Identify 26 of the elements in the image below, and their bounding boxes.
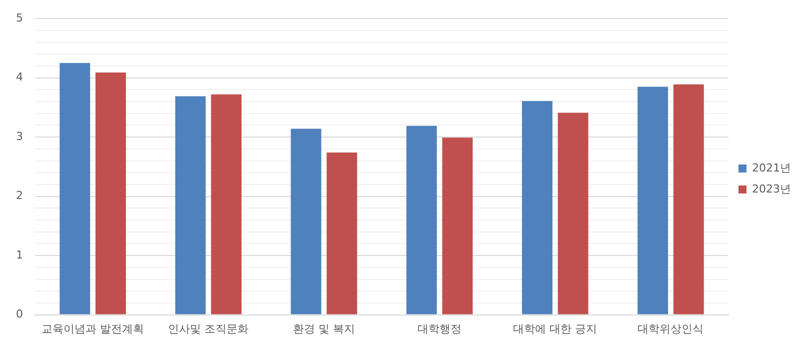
- bar: [406, 126, 437, 314]
- bar: [290, 128, 322, 314]
- bar: [558, 112, 588, 314]
- bar: [175, 96, 206, 314]
- x-tick-label: 인사및 조직문화: [168, 322, 249, 336]
- bar: [211, 94, 242, 314]
- bar: [60, 63, 90, 314]
- bar: [95, 72, 126, 314]
- x-tick-label: 대학행정: [418, 322, 462, 336]
- y-tick-label: 5: [16, 11, 23, 24]
- legend-label: 2023년: [752, 182, 792, 196]
- bar: [673, 84, 704, 314]
- y-tick-label: 1: [16, 248, 23, 262]
- y-tick-label: 4: [16, 70, 23, 84]
- x-tick-label: 대학위상인식: [638, 322, 704, 336]
- x-tick-label: 환경 및 복지: [292, 322, 355, 336]
- x-tick-label: 교육이념과 발전계획: [42, 322, 144, 336]
- bar: [442, 138, 473, 314]
- bar: [522, 100, 552, 314]
- y-tick-label: 2: [16, 189, 23, 202]
- x-tick-label: 대학에 대한 긍지: [513, 322, 598, 336]
- y-tick-label: 3: [16, 130, 23, 143]
- bar: [638, 86, 668, 314]
- legend-label: 2021년: [752, 161, 792, 174]
- bar: [326, 152, 358, 314]
- y-tick-label: 0: [16, 308, 23, 321]
